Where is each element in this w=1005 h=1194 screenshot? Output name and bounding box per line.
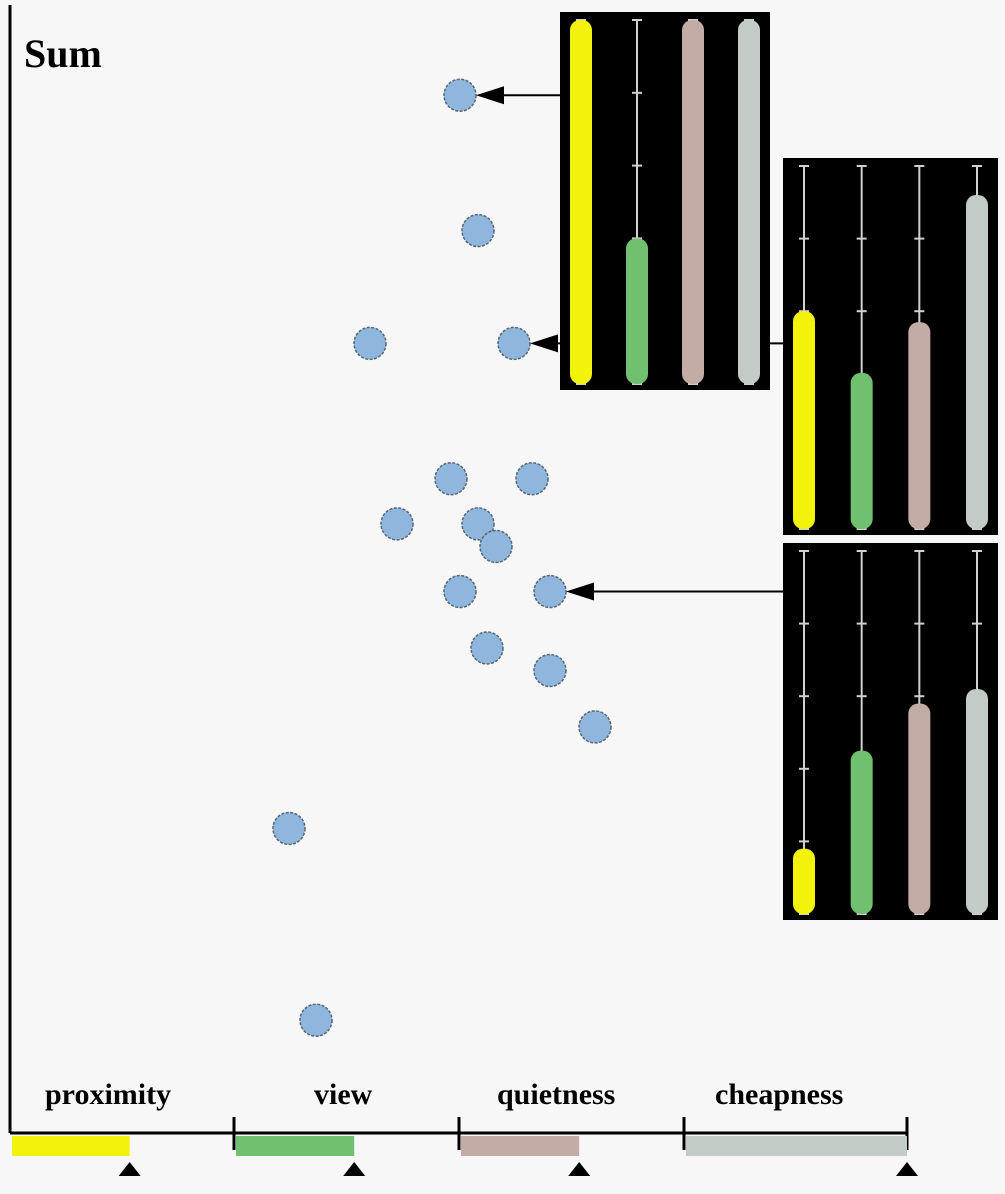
weight-marker-cheapness	[896, 1162, 918, 1176]
criterion-label-cheapness: cheapness	[715, 1078, 844, 1111]
data-point	[497, 326, 531, 361]
pointer-arrowhead	[530, 334, 558, 353]
inset-bar-quietness	[908, 703, 931, 914]
data-point	[578, 710, 612, 744]
criterion-label-view: view	[314, 1078, 373, 1111]
weight-marker-view	[343, 1162, 366, 1176]
data-point	[479, 529, 513, 564]
criterion-bar-cheapness	[686, 1136, 907, 1156]
data-point	[443, 574, 477, 609]
data-point	[533, 574, 567, 609]
data-point	[515, 462, 549, 496]
criterion-bar-quietness	[461, 1136, 580, 1156]
inset-bar-cheapness	[966, 688, 988, 914]
inset-background	[783, 543, 998, 920]
weight-marker-proximity	[118, 1162, 141, 1176]
inset-panel	[783, 543, 998, 920]
inset-bar-cheapness	[966, 195, 988, 530]
data-point	[353, 326, 387, 361]
data-point	[434, 462, 468, 496]
data-point	[299, 1003, 333, 1037]
inset-bar-quietness	[908, 322, 931, 529]
inset-bar-proximity	[570, 20, 592, 384]
data-point	[443, 78, 477, 112]
points-layer	[272, 78, 612, 1037]
inset-bar-cheapness	[738, 20, 760, 384]
inset-bar-quietness	[682, 20, 704, 384]
inset-bar-proximity	[793, 848, 815, 914]
inset-panel	[783, 158, 998, 535]
data-point	[461, 507, 495, 541]
pointer-arrowhead	[476, 86, 504, 105]
data-point	[533, 653, 567, 688]
criteria-layer	[12, 1117, 918, 1176]
data-point	[470, 631, 504, 665]
inset-bar-proximity	[793, 311, 815, 529]
axes-layer	[8, 5, 907, 1135]
inset-bar-view	[850, 750, 873, 914]
inset-panel	[560, 12, 770, 390]
inset-background	[783, 158, 998, 535]
inset-bar-view	[626, 238, 648, 384]
data-point	[461, 213, 495, 248]
inset-background	[560, 12, 770, 390]
data-point	[272, 811, 306, 846]
criterion-bar-proximity	[12, 1136, 130, 1156]
pointer-arrowhead	[566, 582, 594, 601]
inset-bar-view	[850, 372, 873, 529]
criterion-label-quietness: quietness	[497, 1078, 616, 1111]
weight-marker-quietness	[568, 1162, 591, 1176]
data-point	[380, 507, 414, 541]
insets-layer	[560, 12, 998, 920]
criterion-label-proximity: proximity	[45, 1078, 172, 1111]
criterion-bar-view	[236, 1136, 355, 1156]
y-axis-label: Sum	[24, 31, 102, 76]
